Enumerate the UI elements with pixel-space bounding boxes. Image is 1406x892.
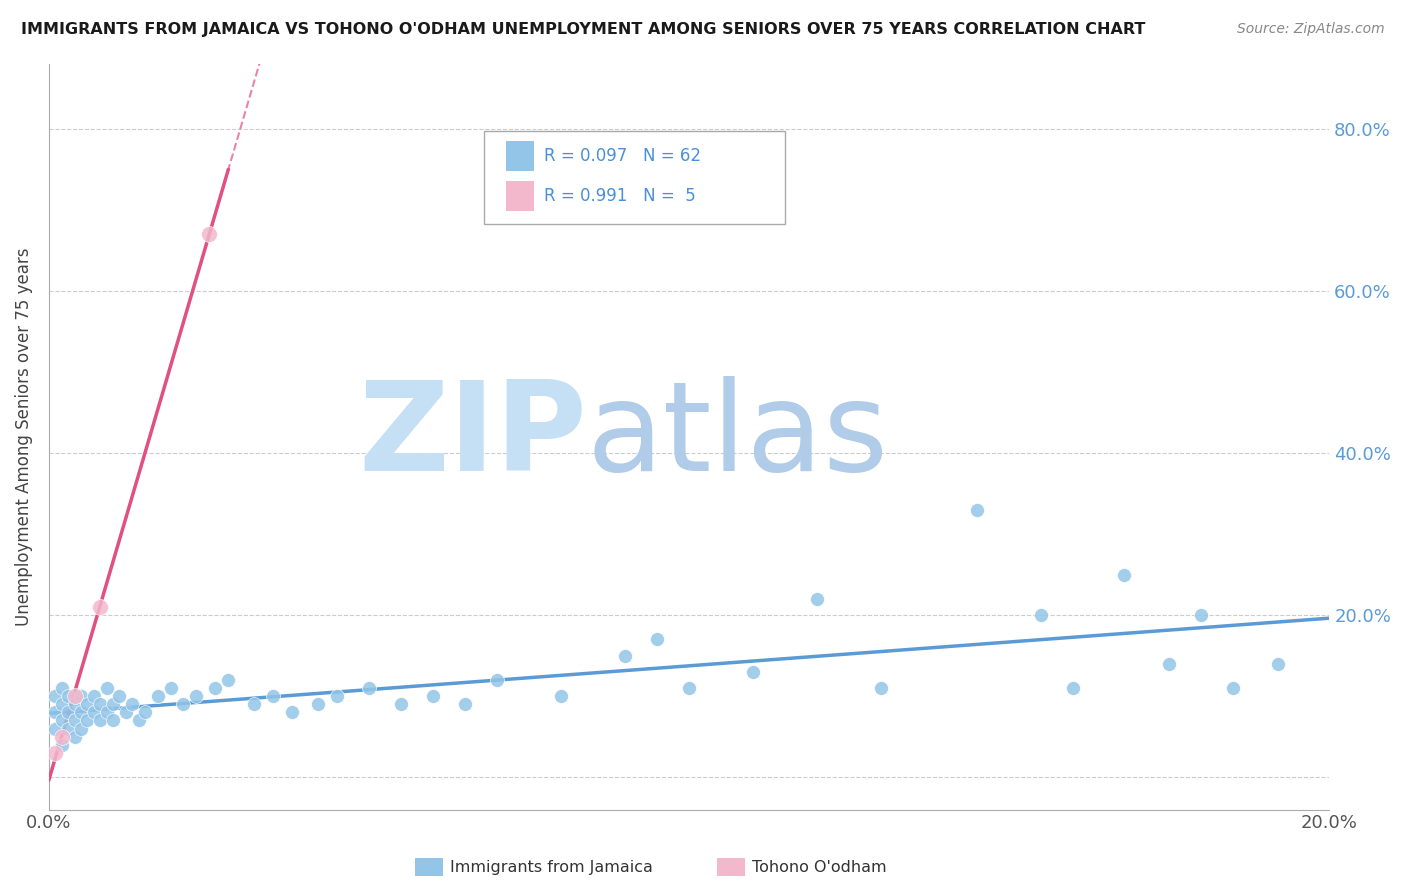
Point [389,697,412,711]
Point [1114,567,1136,582]
Point [1031,608,1053,623]
Point [70,722,93,736]
Point [307,697,329,711]
Text: Source: ZipAtlas.com: Source: ZipAtlas.com [1237,22,1385,37]
Text: atlas: atlas [586,376,889,498]
Point [44,722,66,736]
Point [1062,681,1084,695]
Point [742,665,765,679]
Point [56,689,79,703]
Point [83,706,105,720]
Point [1222,681,1244,695]
Point [159,681,181,695]
Point [146,689,169,703]
Point [172,697,194,711]
FancyBboxPatch shape [484,131,785,224]
Point [51,738,73,752]
Point [966,502,988,516]
Point [101,714,124,728]
Text: ZIP: ZIP [359,376,586,498]
Point [262,689,284,703]
Text: Tohono O'odham: Tohono O'odham [752,860,887,874]
Text: R = 0.991   N =  5: R = 0.991 N = 5 [544,187,696,205]
Point [83,689,105,703]
Point [128,714,150,728]
Point [108,689,131,703]
Point [114,706,136,720]
Point [89,599,111,614]
Point [357,681,380,695]
Point [89,697,111,711]
Point [63,730,86,744]
Point [121,697,143,711]
Point [63,697,86,711]
Point [76,697,98,711]
Point [96,681,118,695]
Point [70,689,93,703]
Y-axis label: Unemployment Among Seniors over 75 years: Unemployment Among Seniors over 75 years [15,248,32,626]
Point [134,706,156,720]
Point [678,681,700,695]
Point [96,706,118,720]
Point [101,697,124,711]
Point [870,681,893,695]
Point [44,706,66,720]
Text: Immigrants from Jamaica: Immigrants from Jamaica [450,860,652,874]
Point [422,689,444,703]
Point [1189,608,1212,623]
Point [645,632,668,647]
Point [44,689,66,703]
Text: IMMIGRANTS FROM JAMAICA VS TOHONO O'ODHAM UNEMPLOYMENT AMONG SENIORS OVER 75 YEA: IMMIGRANTS FROM JAMAICA VS TOHONO O'ODHA… [21,22,1146,37]
Point [454,697,477,711]
Point [204,681,226,695]
Point [51,681,73,695]
Point [51,730,73,744]
Point [806,591,828,606]
Point [217,673,239,687]
Text: R = 0.097   N = 62: R = 0.097 N = 62 [544,147,702,165]
Point [486,673,509,687]
Point [70,706,93,720]
Point [51,697,73,711]
Point [186,689,208,703]
Point [56,722,79,736]
Point [550,689,572,703]
Point [51,714,73,728]
Point [44,746,66,760]
Point [76,714,98,728]
Bar [506,181,534,211]
Point [63,714,86,728]
Point [1267,657,1289,671]
Bar [506,141,534,170]
Point [614,648,637,663]
Point [63,689,86,703]
Point [198,227,221,242]
Point [326,689,349,703]
Point [1159,657,1181,671]
Point [89,714,111,728]
Point [281,706,304,720]
Point [243,697,266,711]
Point [56,706,79,720]
